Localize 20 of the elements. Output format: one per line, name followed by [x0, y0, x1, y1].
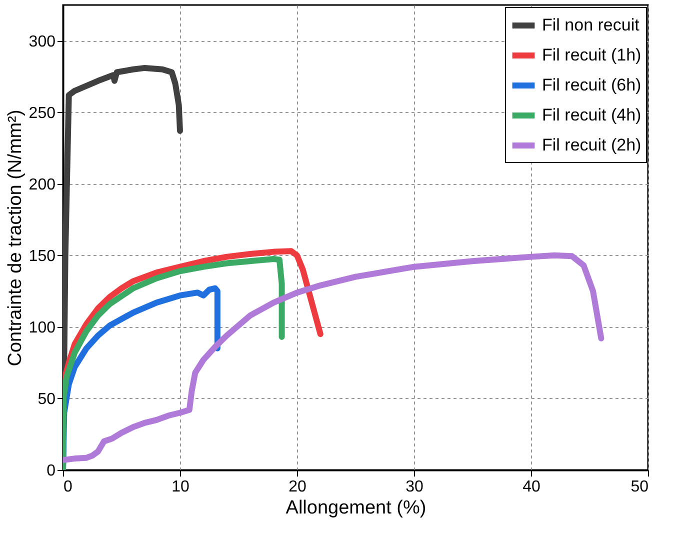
- legend-label: Fil recuit (4h): [542, 106, 642, 124]
- y-tick-label: 150: [28, 248, 56, 265]
- legend-label: Fil recuit (1h): [542, 46, 642, 64]
- y-tick-label: 100: [28, 319, 56, 336]
- y-axis-title: Contrainte de traction (N/mm²): [4, 110, 26, 366]
- x-tick-label: 10: [172, 478, 190, 496]
- y-tick-label: 300: [28, 33, 56, 50]
- x-tick-label: 30: [406, 478, 424, 496]
- x-tick-label: 50: [630, 478, 649, 496]
- x-tick-label: 40: [522, 478, 540, 496]
- x-tick-label: 20: [288, 478, 306, 496]
- y-tick-label: 0: [46, 462, 56, 480]
- legend-label: Fil recuit (2h): [542, 136, 642, 154]
- y-tick-label: 50: [38, 390, 56, 408]
- legend-label: Fil recuit (6h): [542, 76, 642, 94]
- y-tick-label: 250: [28, 104, 56, 122]
- x-tick-label: 0: [64, 478, 72, 496]
- legend-label: Fil non recuit: [542, 16, 640, 34]
- x-axis-title: Allongement (%): [286, 498, 426, 518]
- y-tick-label: 200: [28, 176, 56, 194]
